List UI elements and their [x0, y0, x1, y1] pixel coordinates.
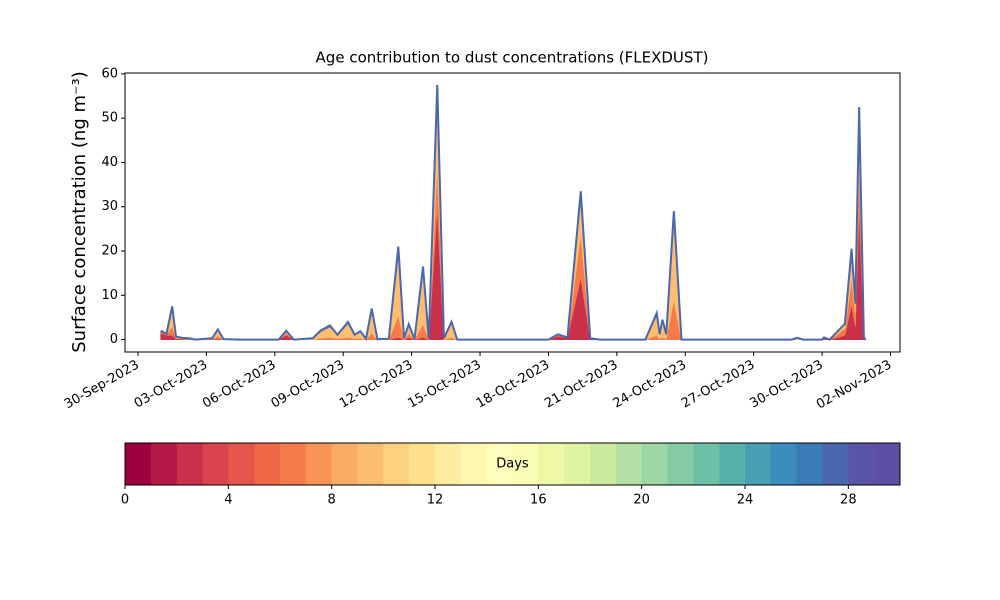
colorbar-swatch [383, 443, 410, 485]
colorbar-tick-label: 16 [530, 493, 547, 508]
x-tick-label: 30-Oct-2023 [747, 358, 825, 412]
colorbar-swatch [305, 443, 333, 485]
colorbar-swatch [409, 443, 436, 485]
colorbar-swatch [176, 443, 203, 485]
x-tick-label: 09-Oct-2023 [269, 358, 347, 412]
colorbar-label: Days [496, 457, 529, 472]
colorbar-tick-label: 0 [121, 493, 129, 508]
area [160, 162, 867, 341]
x-tick-label: 02-Nov-2023 [814, 358, 894, 413]
colorbar-swatch [822, 443, 849, 485]
colorbar-swatch [770, 443, 798, 485]
y-tick-label: 0 [110, 332, 118, 347]
colorbar-swatch [615, 443, 643, 485]
colorbar-tick-label: 28 [840, 493, 857, 508]
colorbar-swatch [202, 443, 229, 485]
x-tick-label: 24-Oct-2023 [611, 358, 689, 412]
colorbar-swatch [125, 443, 152, 485]
x-tick-label: 12-Oct-2023 [337, 358, 415, 412]
x-tick-label: 30-Sep-2023 [62, 358, 142, 413]
y-tick-label: 50 [101, 111, 118, 126]
y-tick-label: 20 [101, 244, 118, 259]
y-axis-label: Surface concentration (ng m⁻³) [69, 71, 90, 353]
chart-title: Age contribution to dust concentrations … [316, 49, 709, 67]
colorbar-swatch [693, 443, 720, 485]
colorbar-swatch [719, 443, 746, 485]
area [160, 206, 866, 341]
colorbar-swatch [357, 443, 384, 485]
y-tick-label: 30 [101, 199, 118, 214]
y-tick-label: 60 [101, 66, 118, 81]
y-tick-label: 10 [101, 288, 118, 303]
x-tick-label: 06-Oct-2023 [200, 358, 278, 412]
colorbar-tick-label: 8 [328, 493, 336, 508]
colorbar-swatch [331, 443, 358, 485]
colorbar-swatch [254, 443, 281, 485]
colorbar-swatch [745, 443, 772, 485]
colorbar-tick-label: 4 [224, 493, 232, 508]
total-line [160, 84, 867, 342]
y-tick-label: 40 [101, 155, 118, 170]
colorbar-swatch [538, 443, 565, 485]
colorbar-swatch [512, 443, 539, 485]
colorbar-frame [124, 442, 901, 486]
colorbar-tick-label: 24 [737, 493, 754, 508]
colorbar-swatch [590, 443, 617, 485]
colorbar-swatch [796, 443, 823, 485]
colorbar-swatch [150, 443, 178, 485]
colorbar-swatch [564, 443, 591, 485]
colorbar-tick-label: 20 [633, 493, 650, 508]
colorbar-swatch [641, 443, 668, 485]
x-tick-label: 03-Oct-2023 [132, 358, 210, 412]
x-tick-label: 21-Oct-2023 [542, 358, 620, 412]
colorbar-swatch [435, 443, 462, 485]
colorbar-swatch [280, 443, 307, 485]
colorbar-swatch [667, 443, 694, 485]
colorbar-tick-label: 12 [427, 493, 444, 508]
colorbar-swatch [228, 443, 255, 485]
colorbar-swatch [460, 443, 488, 485]
plot-frame [124, 72, 901, 353]
colorbar-swatch [874, 443, 901, 485]
colorbar-swatch [486, 443, 513, 485]
area [160, 84, 867, 341]
x-tick-label: 15-Oct-2023 [405, 358, 483, 412]
x-tick-label: 18-Oct-2023 [474, 358, 552, 412]
area [160, 96, 867, 341]
x-tick-label: 27-Oct-2023 [679, 358, 757, 412]
colorbar-swatch [848, 443, 875, 485]
